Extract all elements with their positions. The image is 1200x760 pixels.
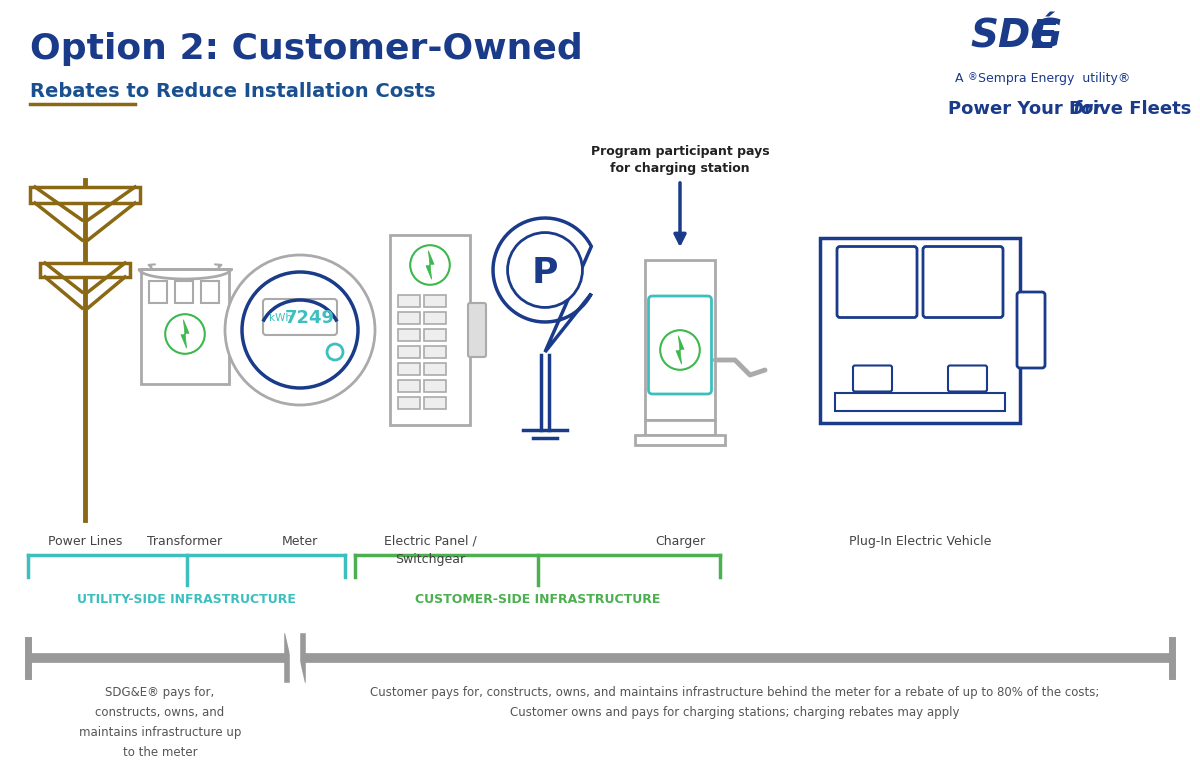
- Circle shape: [326, 344, 343, 360]
- FancyBboxPatch shape: [202, 281, 220, 303]
- FancyBboxPatch shape: [30, 187, 140, 203]
- Text: Fleets: Fleets: [948, 100, 1192, 118]
- FancyBboxPatch shape: [424, 329, 446, 341]
- Text: Program participant pays
for charging station: Program participant pays for charging st…: [590, 145, 769, 175]
- Polygon shape: [181, 320, 190, 348]
- Text: P: P: [532, 256, 558, 290]
- FancyBboxPatch shape: [424, 363, 446, 375]
- Text: UTILITY-SIDE INFRASTRUCTURE: UTILITY-SIDE INFRASTRUCTURE: [77, 593, 296, 606]
- FancyBboxPatch shape: [398, 397, 420, 409]
- FancyBboxPatch shape: [398, 346, 420, 358]
- FancyBboxPatch shape: [424, 295, 446, 307]
- Polygon shape: [493, 218, 592, 352]
- Text: Electric Panel /
Switchgear: Electric Panel / Switchgear: [384, 535, 476, 566]
- FancyBboxPatch shape: [142, 269, 229, 384]
- Text: Charger: Charger: [655, 535, 706, 548]
- Circle shape: [508, 233, 582, 308]
- FancyBboxPatch shape: [468, 303, 486, 357]
- Polygon shape: [426, 251, 434, 280]
- FancyBboxPatch shape: [398, 312, 420, 324]
- FancyBboxPatch shape: [390, 235, 470, 425]
- Circle shape: [242, 272, 358, 388]
- FancyBboxPatch shape: [835, 392, 1006, 410]
- Text: Customer pays for, constructs, owns, and maintains infrastructure behind the met: Customer pays for, constructs, owns, and…: [371, 686, 1099, 719]
- FancyBboxPatch shape: [424, 346, 446, 358]
- Polygon shape: [676, 336, 684, 364]
- Text: Power Lines: Power Lines: [48, 535, 122, 548]
- Text: SDG&E® pays for,
constructs, owns, and
maintains infrastructure up
to the meter: SDG&E® pays for, constructs, owns, and m…: [79, 686, 241, 759]
- Text: Sempra Energy  utility®: Sempra Energy utility®: [978, 72, 1130, 85]
- FancyBboxPatch shape: [838, 246, 917, 318]
- Text: ®: ®: [968, 72, 978, 82]
- Text: Rebates to Reduce Installation Costs: Rebates to Reduce Installation Costs: [30, 82, 436, 101]
- FancyBboxPatch shape: [398, 380, 420, 392]
- Text: Power Your Drive: Power Your Drive: [948, 100, 1129, 118]
- Circle shape: [226, 255, 374, 405]
- Text: CUSTOMER-SIDE INFRASTRUCTURE: CUSTOMER-SIDE INFRASTRUCTURE: [415, 593, 660, 606]
- FancyBboxPatch shape: [1018, 292, 1045, 368]
- FancyBboxPatch shape: [175, 281, 193, 303]
- FancyBboxPatch shape: [398, 363, 420, 375]
- FancyBboxPatch shape: [646, 420, 715, 435]
- FancyBboxPatch shape: [853, 366, 892, 391]
- Text: for: for: [948, 100, 1102, 118]
- FancyBboxPatch shape: [424, 397, 446, 409]
- Text: 7249: 7249: [286, 309, 335, 327]
- Text: Option 2: Customer-Owned: Option 2: Customer-Owned: [30, 32, 583, 66]
- Text: SDG: SDG: [970, 18, 1062, 56]
- Text: A: A: [955, 72, 964, 85]
- FancyBboxPatch shape: [923, 246, 1003, 318]
- Text: Meter: Meter: [282, 535, 318, 548]
- FancyBboxPatch shape: [648, 296, 712, 394]
- FancyBboxPatch shape: [263, 299, 337, 335]
- FancyBboxPatch shape: [398, 329, 420, 341]
- Text: kWh: kWh: [269, 313, 292, 323]
- Text: Plug-In Electric Vehicle: Plug-In Electric Vehicle: [848, 535, 991, 548]
- FancyBboxPatch shape: [820, 237, 1020, 423]
- Text: É: É: [1030, 18, 1056, 56]
- FancyBboxPatch shape: [424, 312, 446, 324]
- FancyBboxPatch shape: [424, 380, 446, 392]
- FancyBboxPatch shape: [948, 366, 986, 391]
- FancyBboxPatch shape: [398, 295, 420, 307]
- FancyBboxPatch shape: [646, 260, 715, 420]
- FancyBboxPatch shape: [40, 263, 130, 277]
- Text: Transformer: Transformer: [148, 535, 222, 548]
- FancyBboxPatch shape: [635, 435, 725, 445]
- FancyBboxPatch shape: [149, 281, 167, 303]
